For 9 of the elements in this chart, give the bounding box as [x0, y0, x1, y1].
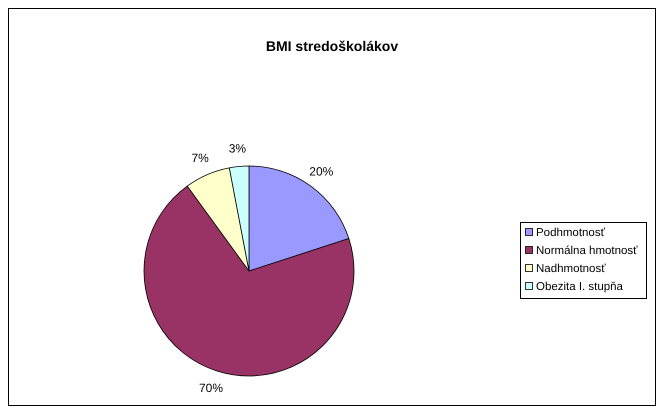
legend-label: Normálna hmotnosť: [536, 245, 638, 257]
data-label: 3%: [228, 142, 246, 156]
data-label: 70%: [198, 380, 224, 395]
data-label: 7%: [191, 151, 210, 166]
legend-label: Obezita I. stupňa: [536, 281, 624, 293]
chart-title: BMI stredoškolákov: [266, 38, 398, 54]
legend-label: Podhmotnosť: [536, 227, 606, 239]
data-label: 20%: [309, 164, 334, 178]
legend-label: Nadhmotnosť: [536, 263, 606, 275]
